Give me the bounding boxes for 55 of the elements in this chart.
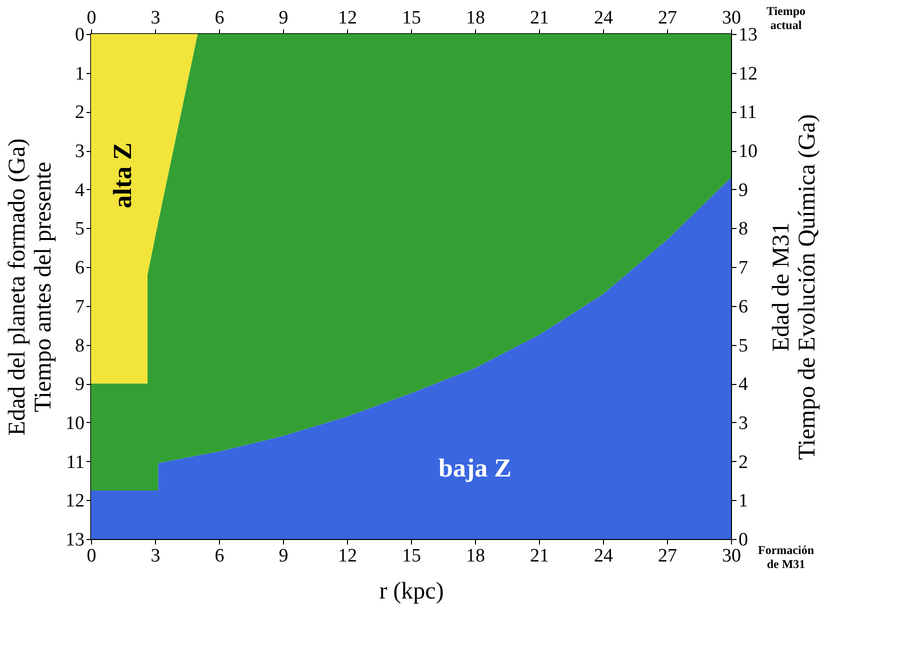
y-tick-label: 11	[66, 452, 84, 473]
y2-tick-label: 8	[738, 218, 748, 240]
y2-tick-label: 7	[738, 258, 748, 279]
x-tick-label: 12	[338, 546, 357, 566]
y2-tick-label: 12	[738, 63, 758, 84]
x-tick-label: 18	[466, 546, 485, 566]
x-tick-label: 9	[278, 546, 288, 566]
x-tick-label: 6	[214, 546, 224, 566]
x-tick-label: 27	[658, 546, 677, 566]
y-tick-label: 13	[66, 530, 84, 550]
x2-tick-label: 12	[338, 8, 357, 28]
y2-tick-label: 13	[738, 24, 758, 46]
y-axis-title: Edad del planeta formado (Ga) Tiempo antes del presente	[4, 138, 56, 436]
x2-tick-label: 15	[402, 8, 421, 28]
y2-tick-label: 2	[738, 452, 748, 473]
y2-tick-label: 11	[738, 102, 757, 124]
y-tick-label: 10	[66, 412, 84, 434]
y-tick-label: 4	[75, 180, 85, 201]
x2-tick-label: 18	[466, 8, 485, 28]
x2-tick-label: 27	[658, 8, 677, 28]
x2-tick-label: 6	[214, 8, 224, 28]
x-tick-label: 3	[150, 546, 160, 566]
y-tick-label: 8	[75, 335, 84, 356]
y2-tick-label: 9	[738, 180, 748, 201]
y2-tick-label: 1	[738, 490, 748, 512]
y-tick-label: 9	[75, 374, 84, 396]
y-tick-label: 6	[75, 258, 84, 279]
y2-tick-label: 10	[738, 141, 758, 162]
annotation: alta Z	[108, 142, 137, 208]
text: Tiempo actual	[766, 4, 806, 32]
y-tick-label: 3	[75, 141, 84, 162]
y-tick-label: 0	[75, 24, 84, 46]
x2-tick-label: 24	[594, 8, 614, 28]
y-tick-label: 7	[75, 296, 84, 318]
y-tick-label: 12	[66, 490, 84, 512]
y-tick-label: 5	[75, 218, 84, 240]
y-tick-label: 1	[75, 63, 84, 84]
y2-tick-label: 4	[738, 374, 748, 396]
x-tick-label: 21	[530, 546, 549, 566]
text: Formación de M31	[758, 543, 814, 571]
y2-tick-label: 3	[738, 412, 748, 434]
x-tick-label: 15	[402, 546, 421, 566]
y2-tick-label: 0	[738, 530, 748, 550]
annotation: baja Z	[438, 453, 512, 482]
x2-tick-label: 21	[530, 8, 549, 28]
y2-tick-label: 6	[738, 296, 748, 318]
x2-tick-label: 9	[278, 8, 288, 28]
y2-axis-title: Edad de M31 Tiempo de Evolución Química (Ga)	[768, 114, 820, 460]
y-tick-label: 2	[75, 102, 84, 124]
x2-tick-label: 30	[722, 8, 741, 28]
y2-tick-label: 5	[738, 335, 748, 356]
x-tick-label: 24	[594, 546, 614, 566]
x-axis-title: r (kpc)	[379, 578, 444, 604]
x-tick-label: 30	[722, 546, 741, 566]
x2-tick-label: 3	[150, 8, 160, 28]
